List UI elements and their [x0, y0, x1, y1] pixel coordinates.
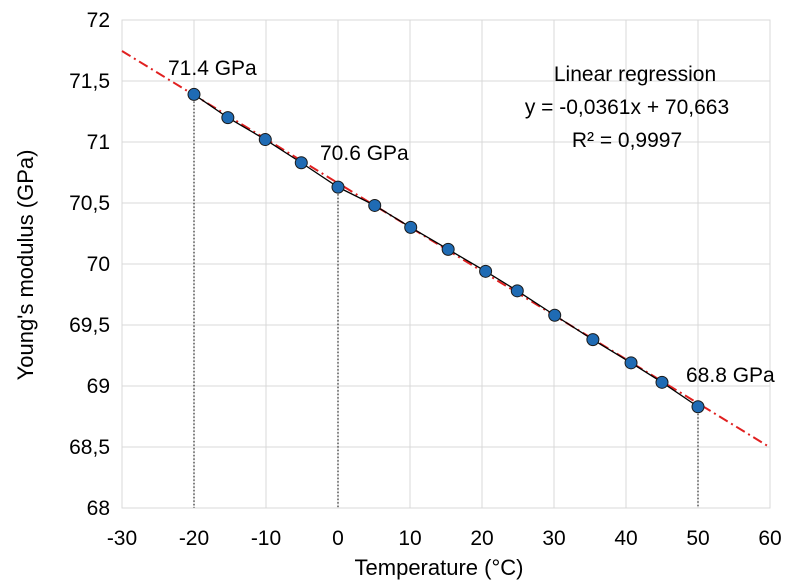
x-tick-label-6: 30 — [542, 527, 565, 550]
x-tick-label-3: 0 — [332, 527, 344, 550]
x-tick-label-9: 60 — [758, 527, 781, 550]
y-tick-label-3: 69,5 — [69, 314, 110, 337]
data-point-9 — [510, 284, 524, 298]
x-tick-label-7: 40 — [614, 527, 637, 550]
x-tick-label-2: -10 — [251, 527, 281, 550]
y-tick-labels: 68 68,5 69 69,5 70 70,5 71 71,5 72 — [69, 9, 110, 520]
data-point-2 — [258, 133, 272, 147]
y-tick-label-7: 71,5 — [69, 70, 110, 93]
y-tick-label-2: 69 — [87, 375, 110, 398]
data-point-7 — [441, 242, 455, 256]
y-tick-label-4: 70 — [87, 253, 110, 276]
x-tick-label-8: 50 — [686, 527, 709, 550]
y-axis-label: Young's modulus (GPa) — [13, 150, 38, 381]
plot-frame — [121, 19, 771, 509]
data-point-12 — [624, 356, 638, 370]
drop-lines — [193, 94, 699, 508]
y-tick-label-6: 71 — [87, 131, 110, 154]
data-point-3 — [294, 156, 308, 170]
x-axis-label: Temperature (°C) — [355, 555, 524, 580]
data-point-5 — [368, 198, 382, 212]
y-tick-label-5: 70,5 — [69, 192, 110, 215]
plot-border — [121, 19, 771, 509]
data-point-0 — [187, 87, 201, 101]
data-point-14 — [691, 400, 705, 414]
data-point-6 — [404, 220, 418, 234]
x-tick-labels: -30 -20 -10 0 10 20 30 40 50 60 — [107, 527, 782, 550]
grid — [121, 19, 771, 509]
x-tick-label-0: -30 — [107, 527, 137, 550]
y-tick-label-0: 68 — [87, 497, 110, 520]
x-tick-label-5: 20 — [470, 527, 493, 550]
annotation-70-6: 70.6 GPa — [320, 142, 409, 165]
regression-equation: y = -0,0361x + 70,663 — [525, 96, 729, 119]
data-point-1 — [221, 111, 235, 125]
data-point-10 — [548, 308, 562, 322]
data-point-8 — [479, 264, 493, 278]
y-tick-label-8: 72 — [87, 9, 110, 32]
x-tick-label-4: 10 — [398, 527, 421, 550]
y-tick-label-1: 68,5 — [69, 436, 110, 459]
annotation-71-4: 71.4 GPa — [168, 57, 257, 80]
regression-r-squared: R² = 0,9997 — [572, 129, 682, 152]
x-tick-label-1: -20 — [179, 527, 209, 550]
data-point-4 — [331, 180, 345, 194]
data-points — [187, 87, 705, 414]
regression-label: Linear regression — [554, 63, 716, 86]
annotation-68-8: 68.8 GPa — [686, 364, 775, 387]
data-point-13 — [655, 375, 669, 389]
data-point-11 — [586, 333, 600, 347]
